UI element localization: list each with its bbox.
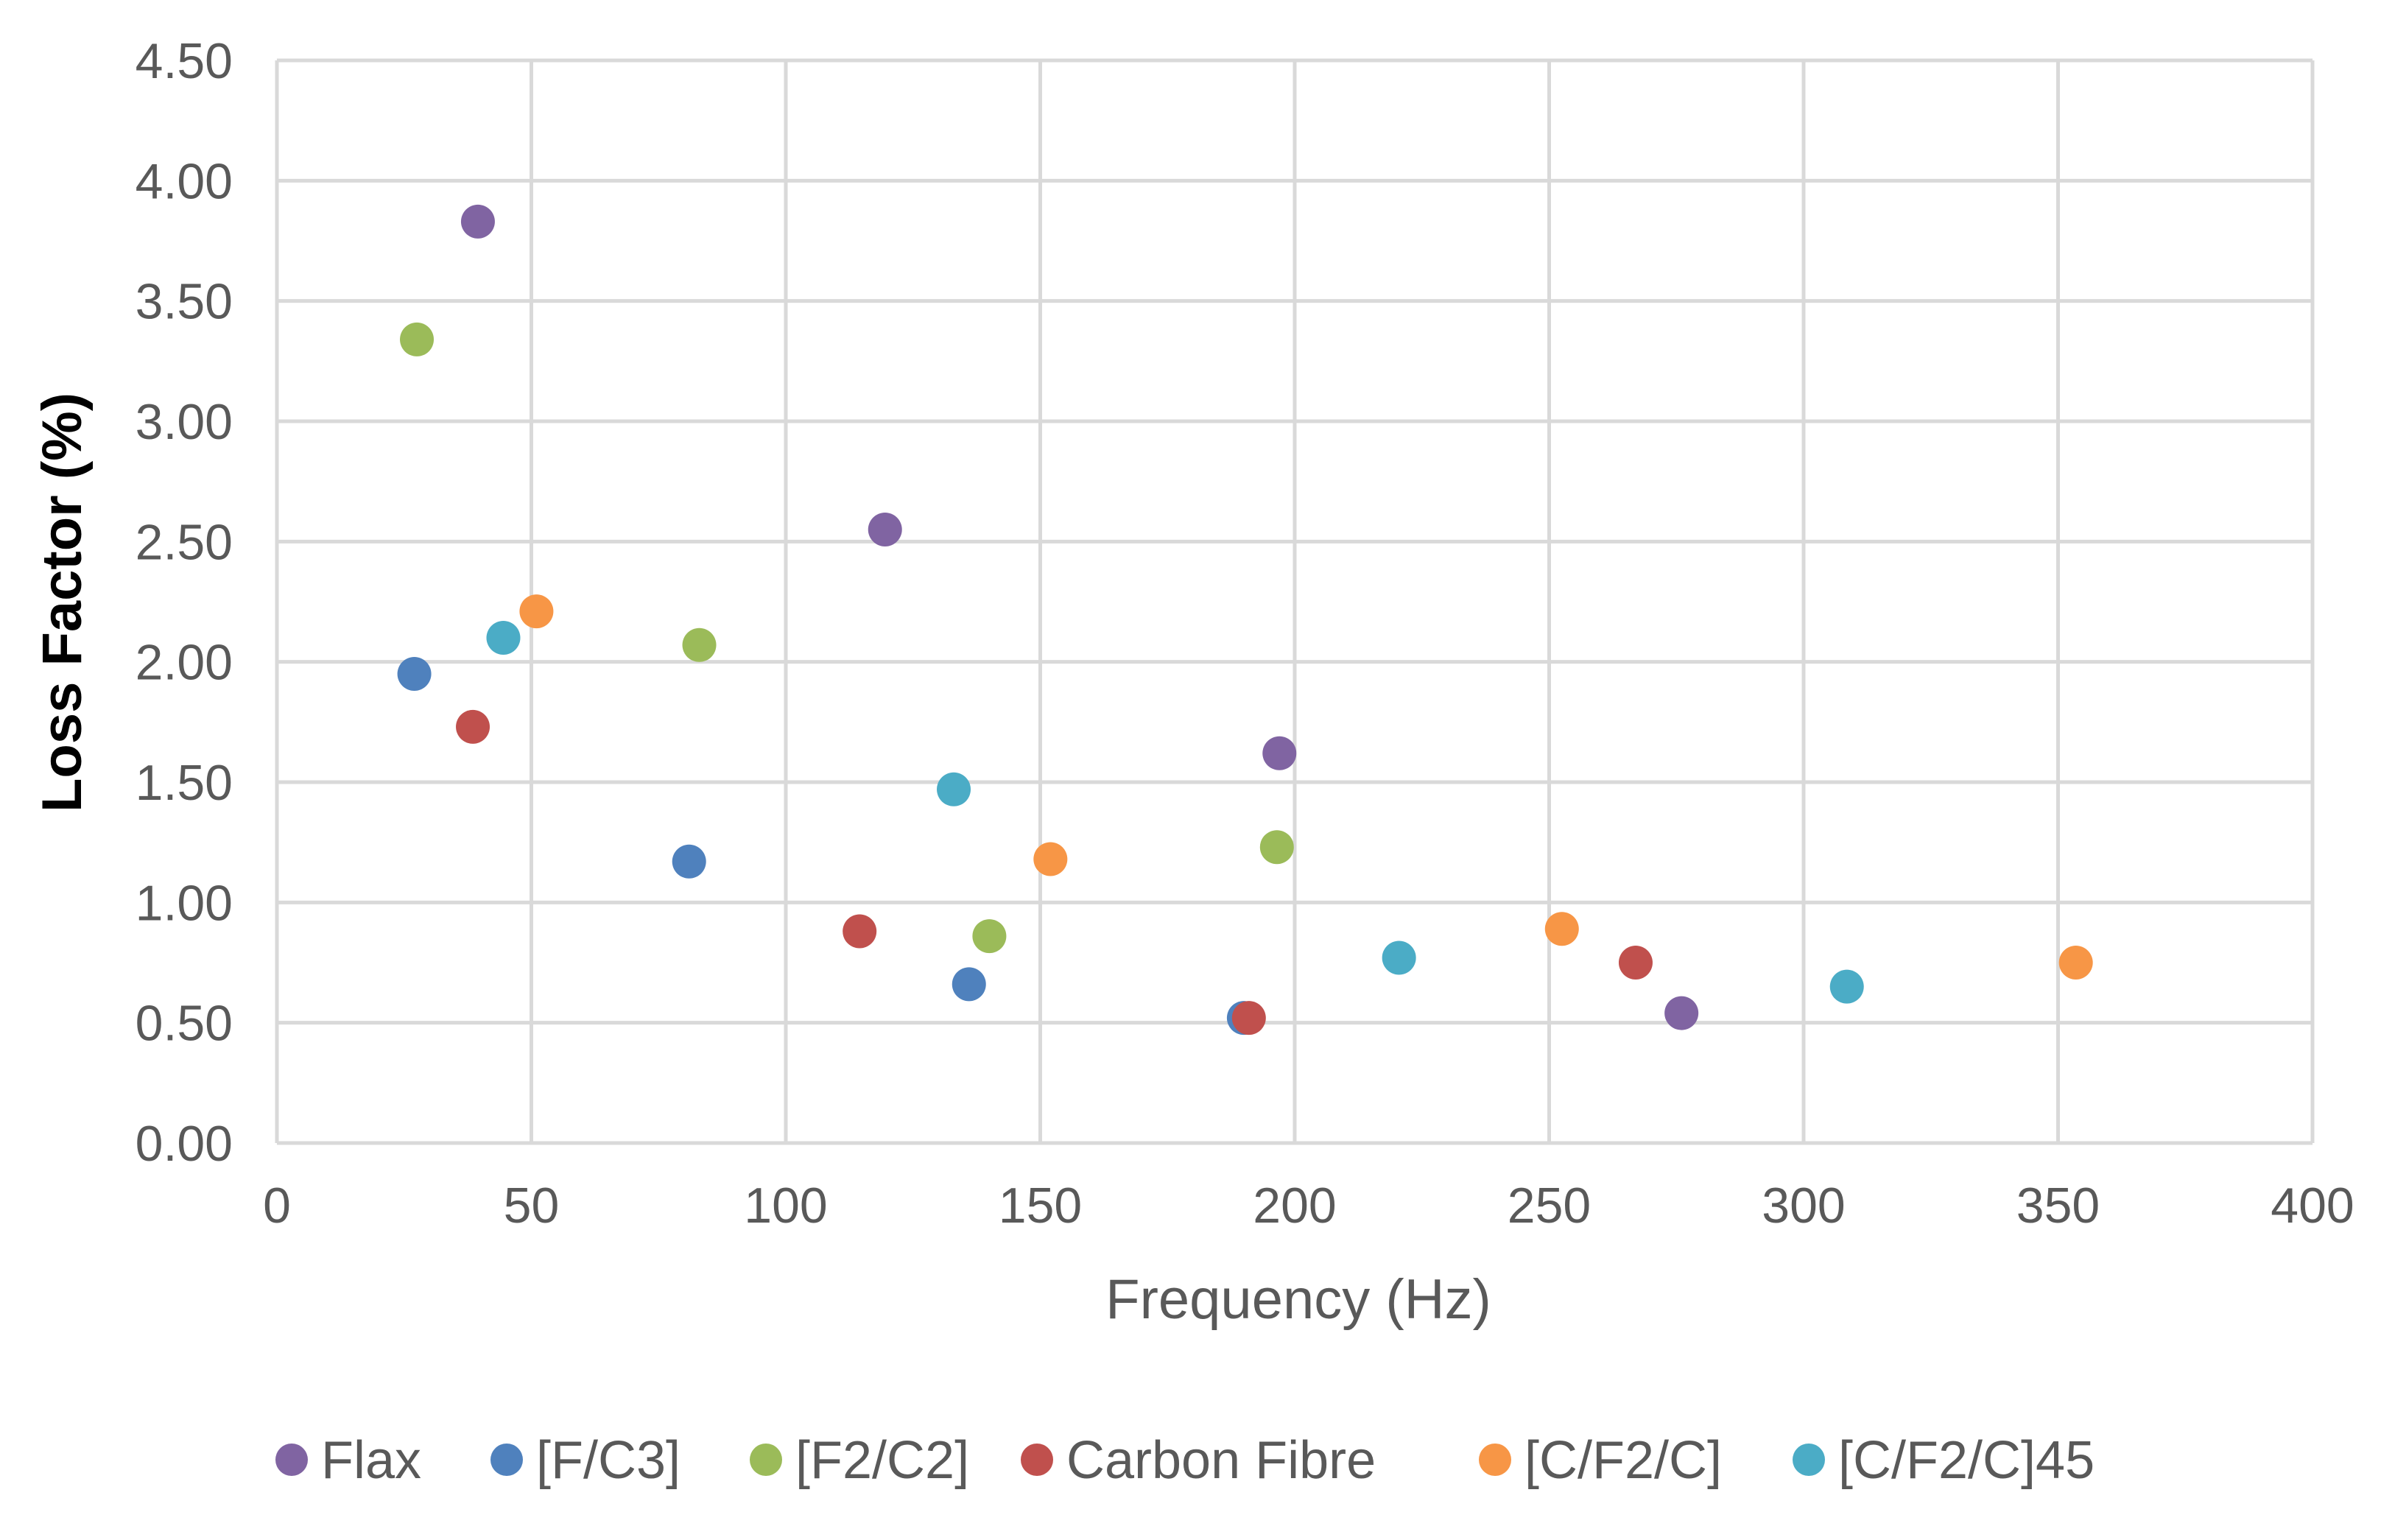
- data-point: [1618, 946, 1653, 980]
- series-[C/F2/C]: [519, 594, 2093, 980]
- x-tick-label: 100: [744, 1178, 827, 1234]
- legend-item: [C/F2/C]45: [1793, 1431, 2095, 1490]
- legend-item: [F/C3]: [490, 1431, 680, 1490]
- y-tick-label: 3.50: [136, 274, 233, 330]
- x-tick-label: 50: [504, 1178, 560, 1234]
- series-[F2/C2]: [400, 322, 1294, 954]
- y-tick-label: 1.00: [136, 875, 233, 931]
- legend-marker: [490, 1444, 523, 1476]
- legend-label: [F2/C2]: [795, 1431, 969, 1490]
- y-tick-label: 4.00: [136, 153, 233, 209]
- data-point: [972, 919, 1007, 954]
- y-tick-label: 2.50: [136, 514, 233, 570]
- x-tick-label: 350: [2016, 1178, 2100, 1234]
- legend-item: [F2/C2]: [750, 1431, 969, 1490]
- x-axis-title: Frequency (Hz): [1105, 1268, 1491, 1331]
- data-point: [1382, 940, 1416, 975]
- y-tick-label: 3.00: [136, 394, 233, 450]
- series-[F/C3]: [397, 657, 1261, 1036]
- y-tick-label: 2.00: [136, 635, 233, 691]
- legend-item: Carbon Fibre: [1021, 1431, 1376, 1490]
- legend-marker: [1479, 1444, 1511, 1476]
- y-tick-label: 4.50: [136, 33, 233, 89]
- data-point: [1033, 842, 1068, 876]
- series-Flax: [460, 204, 1699, 1030]
- axis-layer: 0.00 0.50 1.00 1.50 2.00 2.50 3.00 3.50 4.00 4.50…: [136, 33, 2354, 1234]
- x-tick-label: 0: [263, 1178, 291, 1234]
- series-Carbon Fibre: [456, 709, 1653, 1036]
- legend-marker: [1793, 1444, 1825, 1476]
- x-tick-label: 400: [2271, 1178, 2354, 1234]
- data-point: [937, 772, 971, 806]
- data-point: [460, 204, 495, 239]
- data-point: [1262, 736, 1297, 770]
- x-tick-label: 250: [1508, 1178, 1591, 1234]
- data-point: [682, 627, 717, 662]
- data-point: [486, 621, 521, 655]
- y-axis-title: Loss Factor (%): [31, 393, 94, 812]
- data-point: [843, 914, 877, 949]
- legend-item: [C/F2/C]: [1479, 1431, 1722, 1490]
- y-tick-label: 1.50: [136, 755, 233, 811]
- data-point: [1664, 996, 1699, 1030]
- points-layer: [397, 204, 2093, 1036]
- x-tick-label: 200: [1253, 1178, 1336, 1234]
- legend-marker: [1021, 1444, 1053, 1476]
- legend-label: Flax: [321, 1431, 421, 1490]
- x-tick-label: 150: [999, 1178, 1082, 1234]
- y-tick-label: 0.50: [136, 996, 233, 1052]
- legend: Flax [F/C3] [F2/C2] Carbon Fibre [C/F2/C] [C/…: [275, 1431, 2095, 1490]
- data-point: [456, 709, 490, 744]
- legend-marker: [275, 1444, 308, 1476]
- data-point: [519, 594, 554, 629]
- data-point: [1259, 830, 1294, 865]
- legend-label: [C/F2/C]: [1524, 1431, 1722, 1490]
- legend-label: Carbon Fibre: [1066, 1431, 1376, 1490]
- series-[C/F2/C]45: [486, 621, 1864, 1004]
- grid-layer: [275, 58, 2315, 1145]
- data-point: [2058, 946, 2093, 980]
- legend-label: [C/F2/C]45: [1838, 1431, 2095, 1490]
- data-point: [1544, 912, 1579, 946]
- legend-label: [F/C3]: [536, 1431, 680, 1490]
- data-point: [672, 844, 706, 879]
- data-point: [952, 967, 986, 1002]
- x-tick-label: 300: [1762, 1178, 1845, 1234]
- legend-item: Flax: [275, 1431, 421, 1490]
- y-tick-label: 0.00: [136, 1116, 233, 1172]
- data-point: [1829, 969, 1864, 1004]
- data-point: [868, 513, 902, 546]
- data-point: [1231, 1001, 1266, 1036]
- data-point: [397, 657, 432, 691]
- legend-marker: [750, 1444, 782, 1476]
- data-point: [400, 322, 435, 356]
